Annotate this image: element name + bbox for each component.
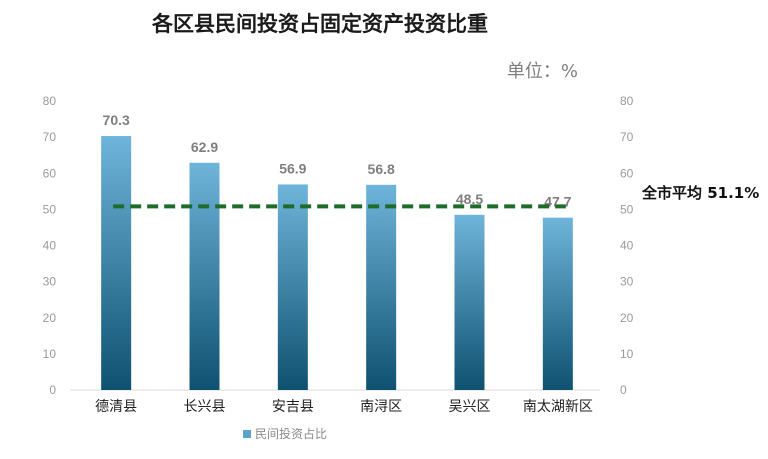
y-tick-label-left: 60 — [43, 166, 57, 180]
bar — [542, 217, 573, 390]
y-tick-label-right: 60 — [620, 166, 634, 180]
average-label: 全市平均 51.1% — [641, 184, 759, 202]
y-tick-label-left: 20 — [43, 311, 57, 325]
y-tick-label-left: 0 — [49, 383, 56, 397]
bar-value-label: 56.8 — [368, 161, 395, 177]
left-y-axis: 0 10 20 30 40 50 60 70 80 — [43, 94, 57, 397]
y-tick-label-right: 80 — [620, 94, 634, 108]
bar — [366, 184, 397, 390]
bar — [454, 214, 485, 390]
category-label: 吴兴区 — [449, 399, 491, 415]
y-tick-label-right: 50 — [620, 202, 634, 216]
right-y-axis: 0 10 20 30 40 50 60 70 80 — [620, 94, 634, 397]
legend: 民间投资占比 — [243, 426, 327, 441]
unit-label: 单位：% — [507, 61, 578, 82]
y-tick-label-right: 0 — [620, 383, 627, 397]
y-tick-label-left: 10 — [43, 347, 57, 361]
legend-label: 民间投资占比 — [255, 426, 327, 441]
bar — [277, 184, 308, 390]
y-tick-label-right: 70 — [620, 130, 634, 144]
value-labels-group: 70.362.956.9 56.848.5 47.7 — [103, 112, 572, 210]
bar-value-label: 70.3 — [103, 112, 130, 128]
y-tick-label-left: 80 — [43, 94, 57, 108]
category-label: 德清县 — [95, 399, 137, 415]
y-tick-label-right: 20 — [620, 311, 634, 325]
category-label: 南太湖新区 — [523, 399, 593, 415]
category-labels-group: 德清县 长兴县 安吉县 南浔区 吴兴区 南太湖新区 — [95, 399, 593, 415]
y-tick-label-left: 40 — [43, 239, 57, 253]
category-label: 安吉县 — [272, 399, 314, 415]
y-tick-label-right: 30 — [620, 275, 634, 289]
category-label: 长兴县 — [184, 399, 226, 415]
y-tick-label-left: 70 — [43, 130, 57, 144]
y-tick-label-left: 50 — [43, 202, 57, 216]
bar-value-label: 62.9 — [191, 139, 218, 155]
legend-swatch — [243, 430, 251, 438]
bars-group — [101, 136, 573, 390]
category-label: 南浔区 — [360, 399, 402, 415]
bar — [189, 162, 220, 390]
y-tick-label-right: 40 — [620, 239, 634, 253]
bar-value-label: 48.5 — [456, 191, 483, 207]
y-tick-label-right: 10 — [620, 347, 634, 361]
chart-title: 各区县民间投资占固定资产投资比重 — [151, 12, 488, 36]
y-tick-label-left: 30 — [43, 275, 57, 289]
bar-value-label: 56.9 — [279, 160, 306, 176]
bar — [101, 136, 132, 390]
